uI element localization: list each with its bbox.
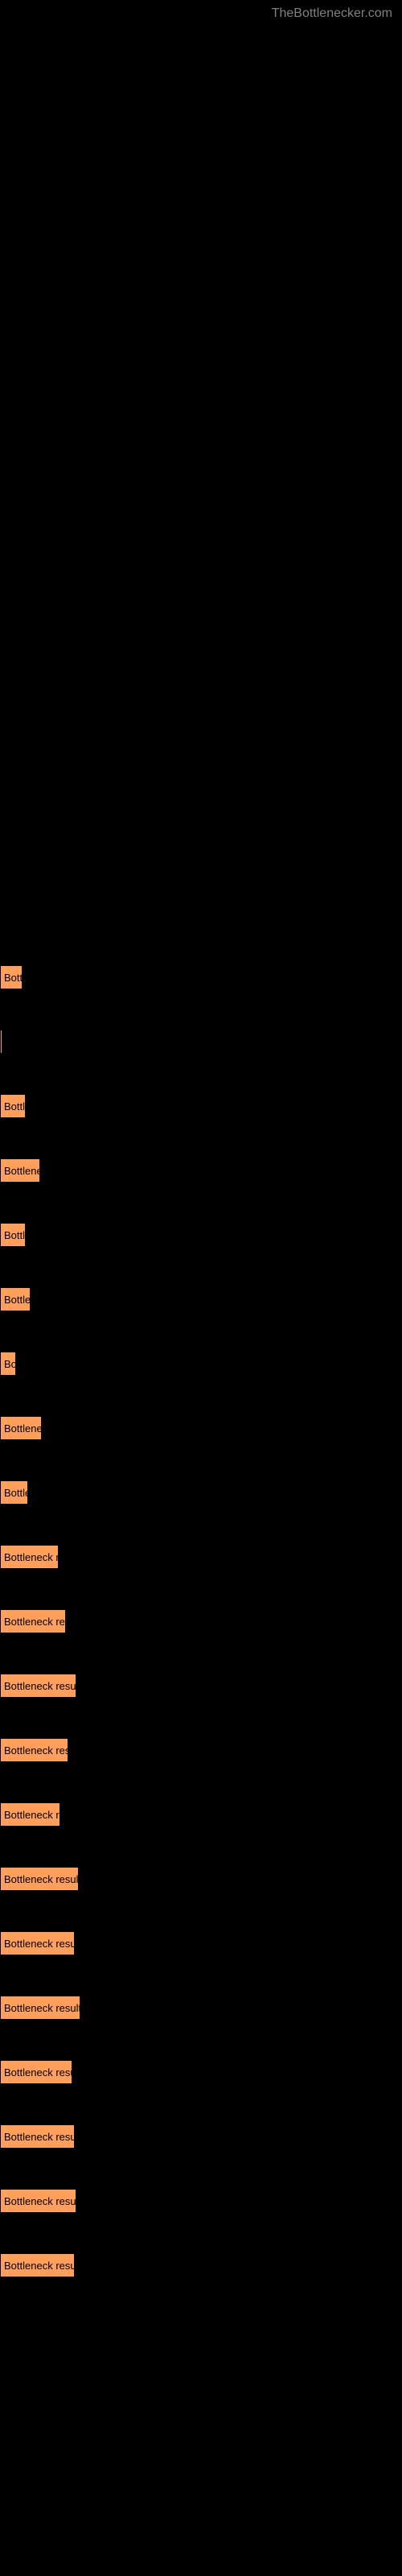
bar-row: Bottle [0,1203,402,1267]
bar-label: Bottleneck result [4,2002,80,2014]
chart-bar: Bottleneck result [0,1996,80,2020]
bar-label: Bottleneck resu [4,1744,68,1757]
chart-bar: Bottlen [0,1287,31,1311]
brand-text: TheBottlenecker.com [272,6,392,20]
chart-bar: Bottle [0,1094,26,1118]
chart-bar: Bottleneck results [0,1867,79,1891]
chart-bar: Bottleneck resu [0,1738,68,1762]
chart-bar: Bottleneck results [0,1674,76,1698]
chart-bar: Bottleneck resu [0,1609,66,1633]
bar-row: Bottleneck result [0,2104,402,2169]
bar-row: Bo [0,1331,402,1396]
bar-row: Bottleneck result [0,1975,402,2040]
bar-row: Bottle [0,1074,402,1138]
bar-label: Bottleneck result [4,2066,72,2079]
bar-row: Bottleneck result [0,2233,402,2297]
bar-row: Bottlenec [0,1138,402,1203]
bar-row: Bottlenec [0,1396,402,1460]
bar-label: Bottle [4,1487,28,1499]
bar-row: Bottleneck result [0,2040,402,2104]
bar-label: Bottle [4,1100,26,1113]
bar-label: Bottleneck resu [4,1616,66,1628]
bar-row: Bottleneck results [0,1653,402,1718]
header: TheBottlenecker.com [0,0,402,27]
chart-bar: Bottleneck result [0,2060,72,2084]
bar-row: Bottleneck result [0,2169,402,2233]
bar-label: Bottlenec [4,1165,40,1177]
chart-bar: Bottleneck re [0,1545,59,1569]
chart-bar: Bottleneck result [0,2253,75,2277]
bar-label: Bottleneck results [4,1873,79,1885]
bar-row: Bottleneck re [0,1782,402,1847]
chart-bar: Bottleneck result [0,2189,76,2213]
bar-row: Bottleneck re [0,1525,402,1589]
chart-bar: Bottlenec [0,1416,42,1440]
bar-row: Bottleneck results [0,1847,402,1911]
chart-bar: Bottleneck result [0,2124,75,2149]
chart-bar [0,1030,2,1054]
chart-bar: Bottle [0,1223,26,1247]
bar-row: Bottleneck resu [0,1589,402,1653]
chart-bar: Bott [0,965,23,989]
bar-label: Bottleneck results [4,1680,76,1692]
bar-row [0,1009,402,1074]
bar-label: Bottle [4,1229,26,1241]
chart-bar: Bottlenec [0,1158,40,1183]
bar-label: Bottleneck result [4,2260,75,2272]
bar-row: Bott [0,945,402,1009]
bar-chart: Bott Bottle Bottlenec Bottle Bottlen Bo Bottle… [0,27,402,2297]
chart-bar: Bo [0,1352,16,1376]
bar-row: Bottle [0,1460,402,1525]
bar-label: Bottleneck result [4,2195,76,2207]
bar-label: Bott [4,972,23,984]
chart-bar: Bottleneck result [0,1931,75,1955]
bar-row: Bottleneck result [0,1911,402,1975]
chart-bar: Bottle [0,1480,28,1505]
bar-label: Bottleneck result [4,2131,75,2143]
bar-row: Bottleneck resu [0,1718,402,1782]
bar-row: Bottlen [0,1267,402,1331]
bar-label: Bottleneck result [4,1938,75,1950]
bar-label: Bottleneck re [4,1809,60,1821]
chart-bar: Bottleneck re [0,1802,60,1827]
bar-label: Bottlen [4,1294,31,1306]
bar-label: Bottleneck re [4,1551,59,1563]
bar-label: Bottlenec [4,1422,42,1435]
bar-label: Bo [4,1358,16,1370]
